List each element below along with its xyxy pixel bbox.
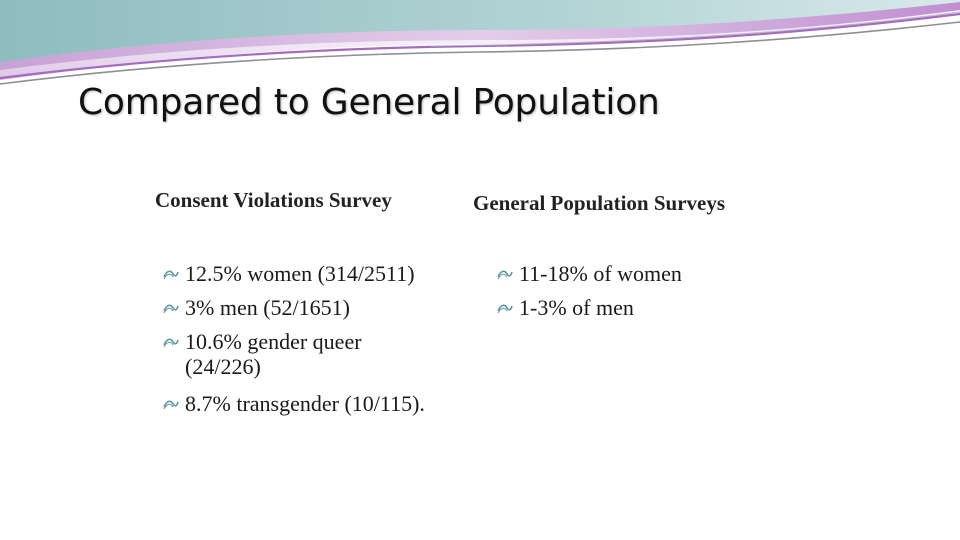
list-item-text: 12.5% women (314/2511): [185, 261, 415, 286]
wave-bullet-icon: [163, 338, 179, 348]
list-item: 1-3% of men: [493, 291, 813, 325]
list-item-text: 11-18% of women: [519, 261, 682, 286]
list-item-text: 10.6% gender queer: [185, 329, 362, 354]
right-bullet-list: 11-18% of women 1-3% of men: [493, 257, 813, 325]
list-item: 11-18% of women: [493, 257, 813, 291]
list-item-text: 3% men (52/1651): [185, 295, 350, 320]
slide-title: Compared to General Population: [78, 82, 660, 123]
list-item: 8.7% transgender (10/115).: [159, 387, 475, 421]
purple-line: [0, 12, 960, 80]
left-column: Consent Violations Survey 12.5% women (3…: [155, 188, 475, 421]
list-item: 10.6% gender queer (24/226): [159, 325, 475, 381]
list-item-continuation: (24/226): [185, 354, 261, 379]
gray-line: [0, 21, 960, 85]
list-item: 12.5% women (314/2511): [159, 257, 475, 291]
right-column-heading: General Population Surveys: [473, 191, 726, 215]
list-item-text: 1-3% of men: [519, 295, 634, 320]
teal-wave: [0, 0, 960, 72]
wave-bullet-icon: [497, 304, 513, 314]
wave-bullet-icon: [497, 270, 513, 280]
header-wave-decoration: [0, 0, 960, 85]
right-column: General Population Surveys 11-18% of wom…: [473, 191, 813, 325]
left-bullet-list: 12.5% women (314/2511) 3% men (52/1651) …: [159, 257, 475, 421]
wave-bullet-icon: [163, 400, 179, 410]
list-item: 3% men (52/1651): [159, 291, 475, 325]
left-column-heading: Consent Violations Survey: [155, 188, 392, 212]
wave-bullet-icon: [163, 304, 179, 314]
wave-bullet-icon: [163, 270, 179, 280]
list-item-text: 8.7% transgender (10/115).: [185, 391, 425, 416]
